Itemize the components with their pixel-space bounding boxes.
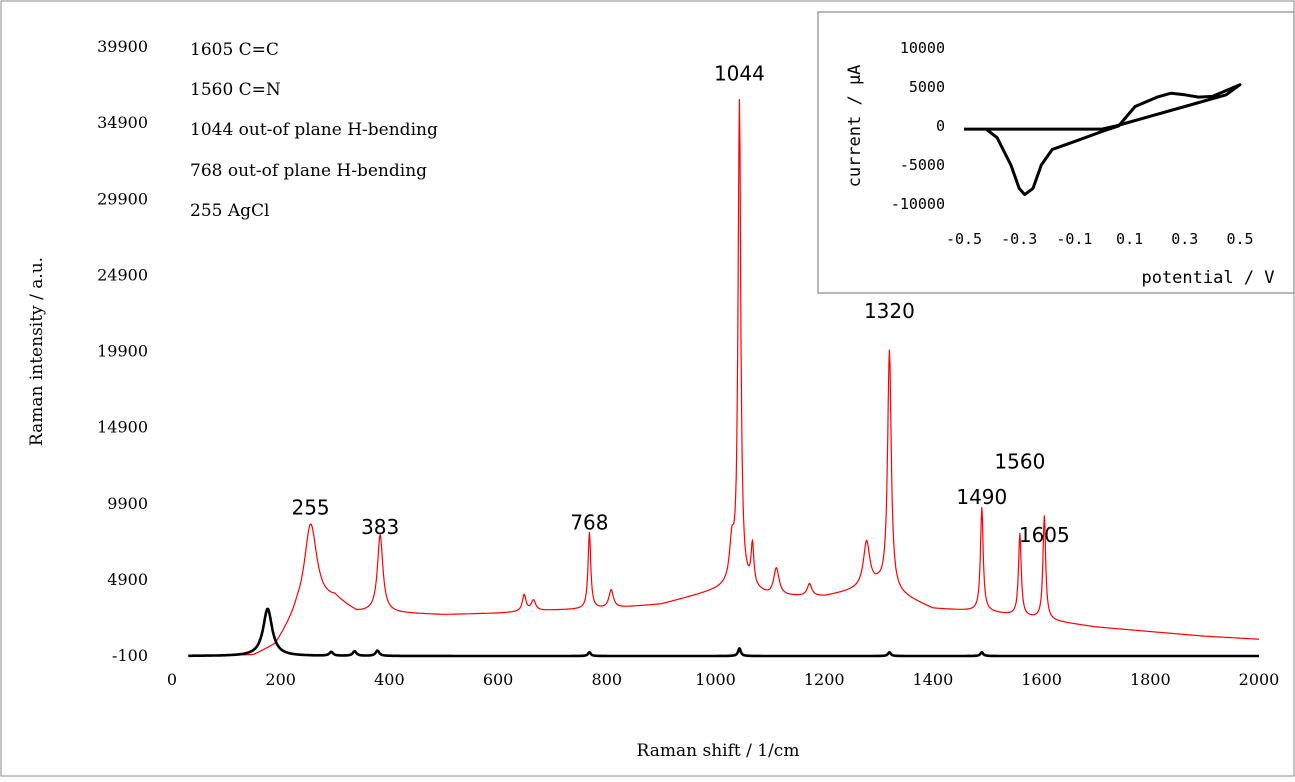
peak-label-1490: 1490	[956, 485, 1007, 509]
inset-x-tick-label-5: 0.5	[1226, 230, 1253, 248]
y-tick-label-4: 19900	[97, 342, 148, 361]
y-tick-label-1: 4900	[107, 570, 148, 589]
inset-plot: 10000 5000 0 -5000 -10000-0.5 -0.3 -0.1 0.1 0.3 0…	[817, 11, 1295, 294]
inset-y-tick-label-4: -10000	[891, 195, 945, 213]
x-tick-label-2: 400	[374, 670, 405, 689]
x-tick-label-7: 1400	[913, 670, 954, 689]
spectrum-line-0	[188, 98, 1260, 657]
x-axis-title: Raman shift / 1/cm	[637, 741, 800, 761]
y-tick-label-5: 24900	[97, 265, 148, 284]
annotation-4: 255 AgCl	[190, 201, 269, 221]
peak-label-1044: 1044	[714, 61, 765, 85]
x-tick-label-3: 600	[483, 670, 514, 689]
inset-y-axis-title: current / μA	[845, 65, 865, 188]
peak-label-1605: 1605	[1019, 523, 1070, 547]
inset-x-tick-label-2: -0.1	[1056, 230, 1092, 248]
peak-label-768: 768	[570, 511, 608, 535]
peak-label-1320: 1320	[864, 299, 915, 323]
y-tick-label-8: 39900	[97, 37, 148, 56]
peak-label-255: 255	[291, 495, 329, 519]
inset-x-axis-title: potential / V	[1141, 268, 1274, 288]
inset-x-tick-label-4: 0.3	[1171, 230, 1198, 248]
annotation-1: 1560 C=N	[190, 80, 281, 100]
inset-y-tick-label-1: 5000	[909, 78, 945, 96]
cv-curve-0	[964, 83, 1242, 197]
y-tick-label-7: 34900	[97, 113, 148, 132]
x-tick-label-5: 1000	[695, 670, 736, 689]
inset-y-tick-label-3: -5000	[900, 156, 945, 174]
annotation-3: 768 out-of plane H-bending	[190, 161, 427, 181]
y-tick-label-2: 9900	[107, 494, 148, 513]
x-tick-label-0: 0	[167, 670, 177, 689]
y-tick-label-0: -100	[112, 646, 148, 665]
x-tick-label-9: 1800	[1130, 670, 1171, 689]
peak-label-383: 383	[361, 515, 399, 539]
peak-label-1560: 1560	[994, 450, 1045, 474]
annotation-0: 1605 C=C	[190, 40, 279, 60]
y-axis-title: Raman intensity / a.u.	[27, 257, 47, 446]
main-plot: -100490099001490019900249002990034900399…	[27, 37, 1279, 761]
inset-x-tick-label-0: -0.5	[946, 230, 982, 248]
inset-x-tick-label-1: -0.3	[1001, 230, 1037, 248]
y-tick-label-6: 29900	[97, 189, 148, 208]
y-tick-label-3: 14900	[97, 418, 148, 437]
x-tick-label-8: 1600	[1021, 670, 1062, 689]
spectrum-line-1	[187, 607, 1260, 658]
x-tick-label-4: 800	[592, 670, 623, 689]
inset-y-tick-label-2: 0	[936, 117, 945, 135]
x-tick-label-1: 200	[265, 670, 296, 689]
inset-x-tick-label-3: 0.1	[1116, 230, 1143, 248]
inset-frame	[817, 11, 1295, 294]
inset-y-tick-label-0: 10000	[900, 39, 945, 57]
annotation-2: 1044 out-of plane H-bending	[190, 120, 438, 140]
x-tick-label-10: 2000	[1239, 670, 1280, 689]
x-tick-label-6: 1200	[804, 670, 845, 689]
